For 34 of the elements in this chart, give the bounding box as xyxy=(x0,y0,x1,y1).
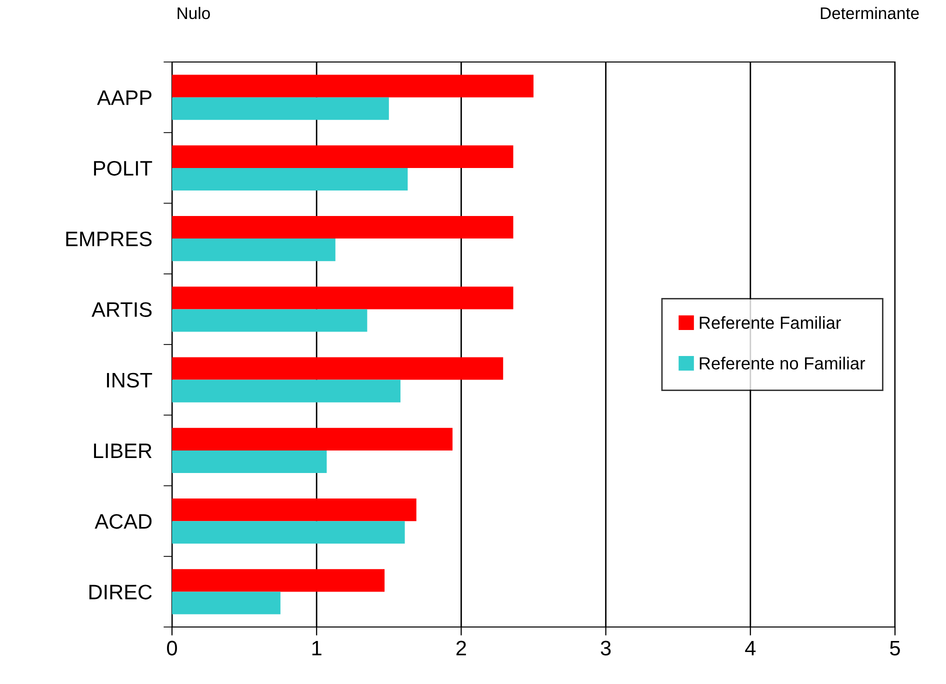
bar xyxy=(172,592,280,614)
bar xyxy=(172,428,453,450)
bar xyxy=(172,286,514,310)
y-tick-label: INST xyxy=(107,372,152,388)
y-tick-label: LIBER xyxy=(94,444,152,458)
x-tick-label: 1 xyxy=(312,640,322,656)
bar xyxy=(172,521,405,544)
text: Determinante xyxy=(820,6,919,20)
y-tick-label: ACAD xyxy=(94,514,152,529)
bar xyxy=(172,357,504,380)
y-tick-label: DIREC xyxy=(89,584,152,600)
x-tick-label: 3 xyxy=(600,640,611,656)
bar xyxy=(172,74,534,98)
bar xyxy=(172,168,408,191)
x-tick-label: 5 xyxy=(890,640,900,656)
bar xyxy=(172,238,336,262)
bar xyxy=(172,569,385,592)
legend-label: Referente no Familiar xyxy=(700,356,866,370)
y-tick-label: EMPRES xyxy=(66,232,152,246)
x-tick-label: 2 xyxy=(456,640,466,656)
bar xyxy=(172,309,368,332)
legend-label: Referente Familiar xyxy=(700,316,841,329)
y-tick-label: ARTIS xyxy=(92,302,152,317)
bar xyxy=(172,380,400,402)
bar xyxy=(172,216,514,239)
bar xyxy=(172,450,327,474)
bar xyxy=(172,498,416,522)
x-tick-label: 4 xyxy=(745,640,756,656)
y-tick-label: POLIT xyxy=(94,160,152,176)
text: Nulo xyxy=(178,6,210,20)
y-tick-label: AAPP xyxy=(97,90,152,105)
x-tick-label: 0 xyxy=(167,640,177,656)
bar xyxy=(172,145,514,168)
bar xyxy=(172,97,389,120)
